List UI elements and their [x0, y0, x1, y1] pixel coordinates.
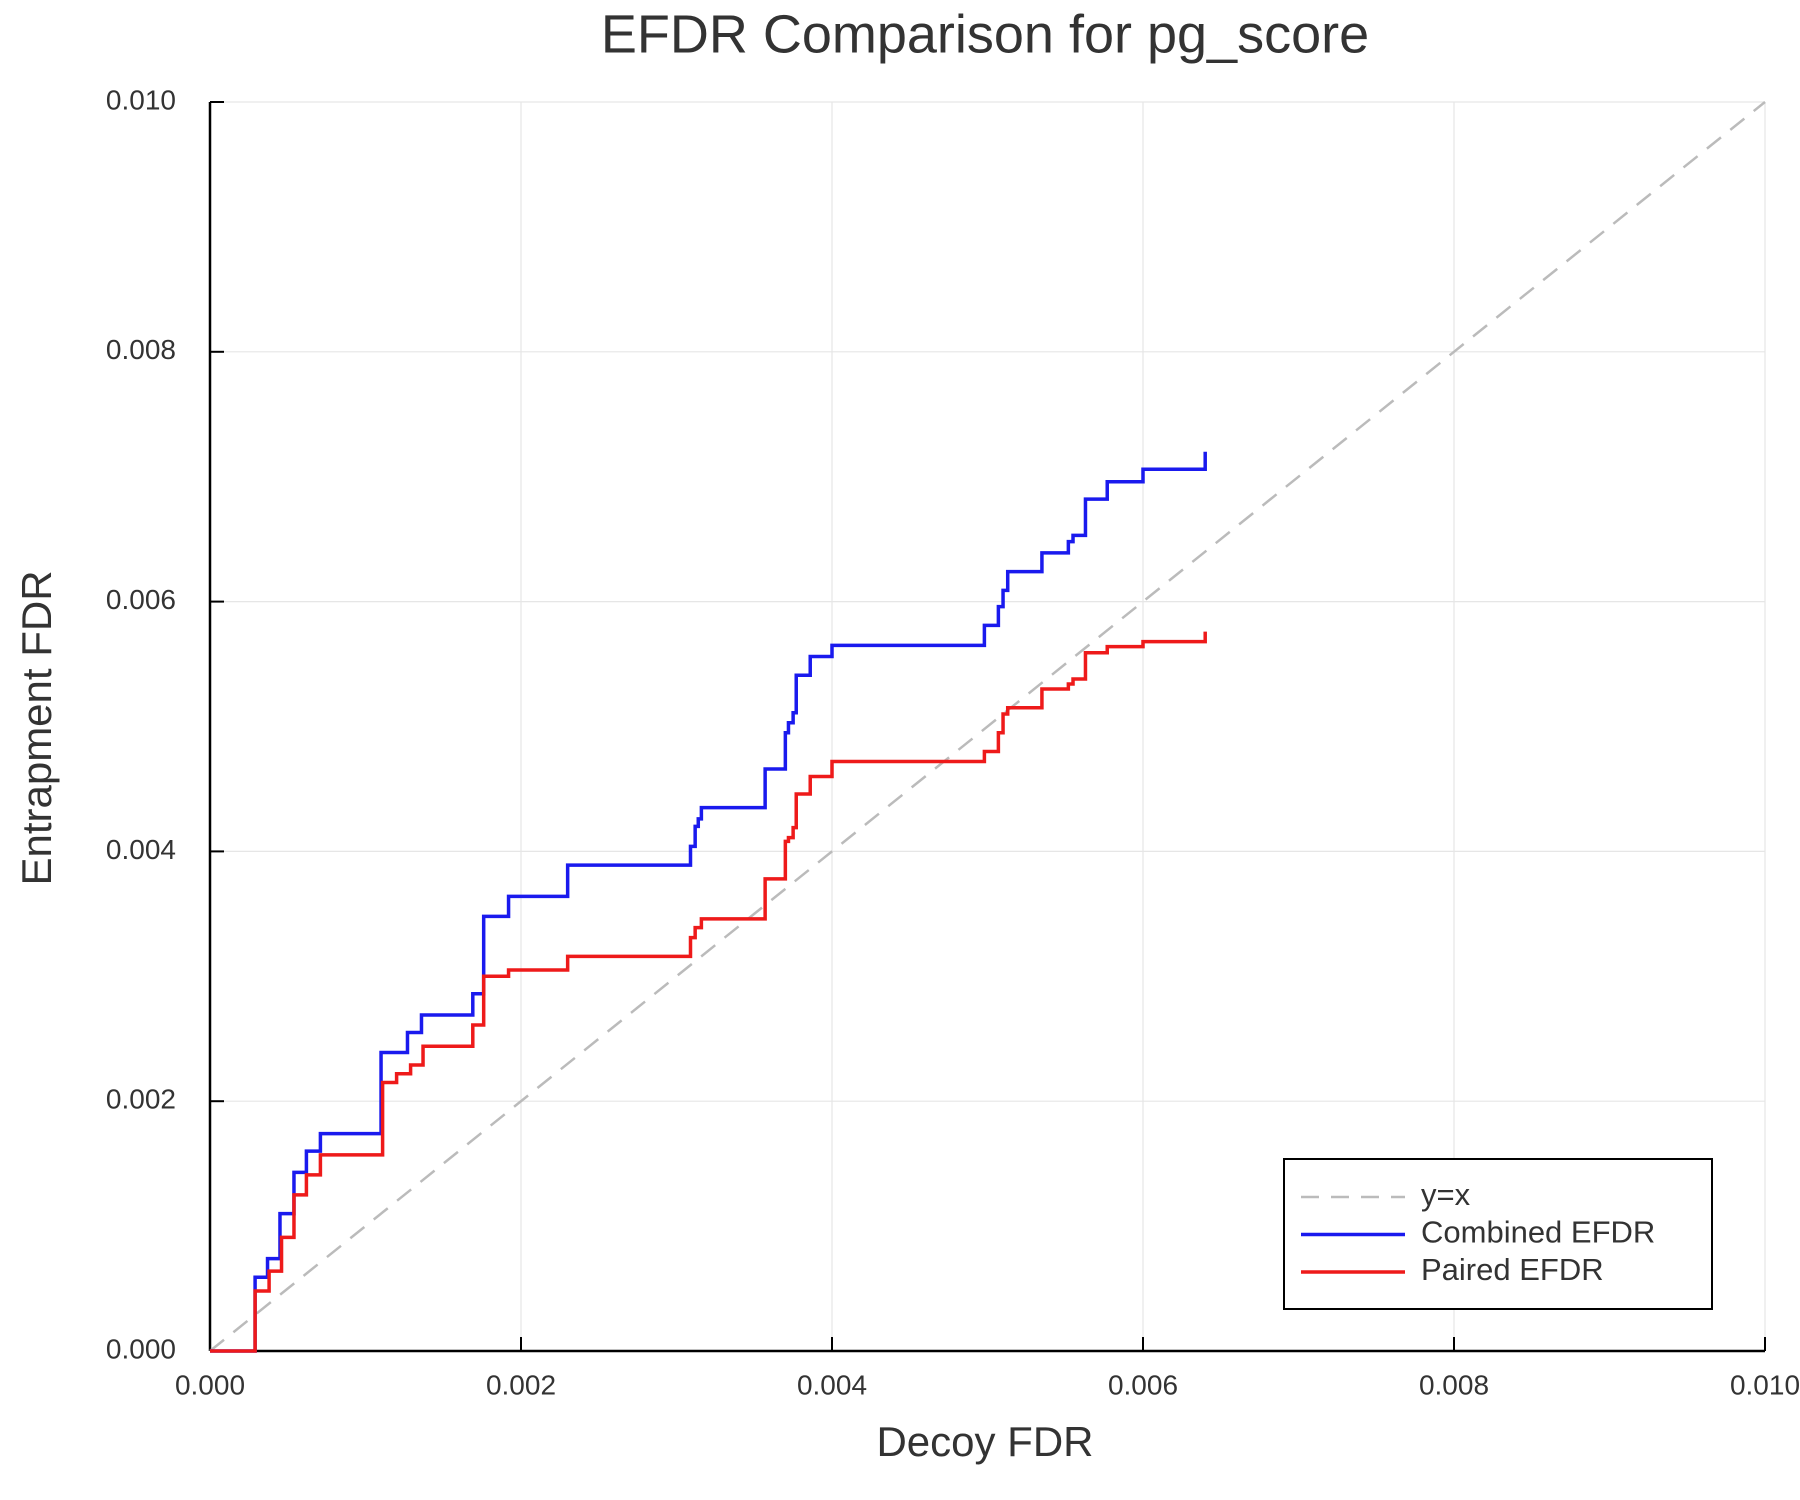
legend-label: Paired EFDR [1421, 1252, 1604, 1287]
chart-title: EFDR Comparison for pg_score [601, 4, 1369, 64]
y-tick-label: 0.004 [106, 834, 176, 865]
y-tick-label: 0.010 [106, 84, 176, 115]
y-tick-label: 0.002 [106, 1084, 176, 1115]
x-tick-label: 0.002 [486, 1369, 556, 1400]
x-tick-label: 0.004 [797, 1369, 867, 1400]
x-tick-label: 0.000 [175, 1369, 245, 1400]
series-line [210, 631, 1207, 1353]
series-line [209, 101, 1766, 1352]
legend-label: y=x [1421, 1177, 1471, 1212]
x-tick-label: 0.010 [1730, 1369, 1800, 1400]
x-tick-label: 0.006 [1108, 1369, 1178, 1400]
series-line [210, 451, 1207, 1353]
y-tick-label: 0.006 [106, 584, 176, 615]
x-tick-label: 0.008 [1419, 1369, 1489, 1400]
y-tick-label: 0.008 [106, 334, 176, 365]
legend-label: Combined EFDR [1421, 1215, 1655, 1250]
x-axis-label: Decoy FDR [876, 1418, 1093, 1465]
y-tick-label: 0.000 [106, 1333, 176, 1364]
y-axis-label: Entrapment FDR [13, 570, 60, 885]
